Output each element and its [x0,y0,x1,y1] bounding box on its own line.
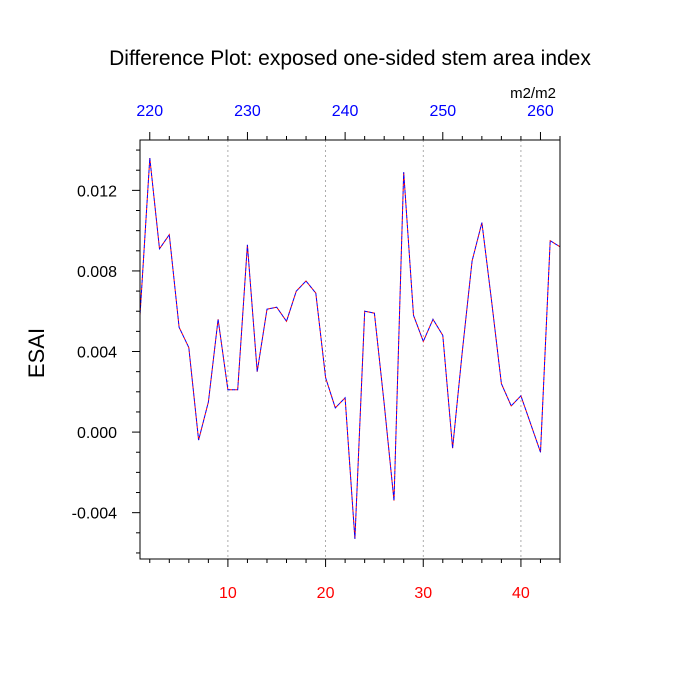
chart-title: Difference Plot: exposed one-sided stem … [109,47,591,70]
axes: 10 20 30 40 220 230 240 250 260 0.012 0.008 0.004 0.… [72,103,561,602]
units-label: m2/m2 [510,85,556,102]
top-tick-label: 250 [429,103,456,120]
data-series [139,158,561,539]
y-tick-label: 0.008 [77,264,117,281]
series-line-blue [139,158,561,539]
y-tick-label: 0.012 [77,183,117,200]
top-tick-label: 260 [527,103,554,120]
top-tick-label: 240 [332,103,359,120]
bottom-tick-label: 40 [512,585,530,602]
y-tick-label: 0.004 [77,345,117,362]
grid-lines [227,140,522,559]
series-line-red [139,158,561,539]
plot-frame [139,139,561,560]
top-tick-label: 220 [136,103,163,120]
bottom-tick-label: 10 [219,585,237,602]
y-tick-label: -0.004 [72,506,117,523]
top-tick-label: 230 [234,103,261,120]
bottom-tick-label: 30 [414,585,432,602]
y-axis-label: ESAI [24,328,49,378]
y-tick-label: 0.000 [77,425,117,442]
bottom-tick-label: 20 [317,585,335,602]
